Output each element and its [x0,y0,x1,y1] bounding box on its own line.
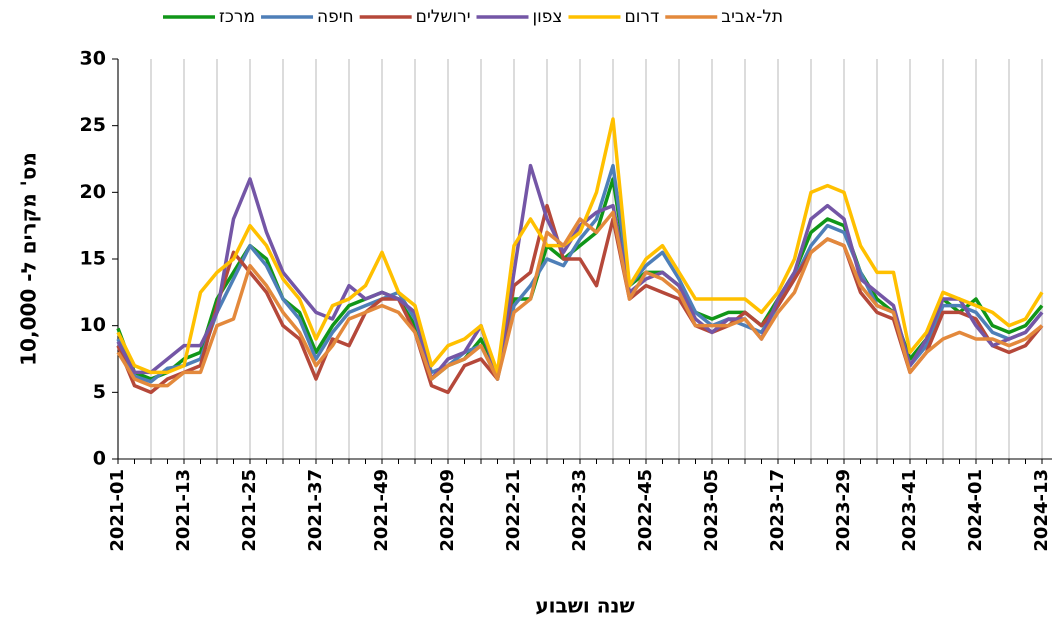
legend-label: תל-אביב [721,7,783,27]
x-tick-label: 2022-21 [503,469,524,552]
x-tick-label: 2024-01 [965,469,986,552]
x-tick-label: 2021-49 [371,469,392,552]
x-tick-label: 2021-37 [305,469,326,552]
x-tick-label: 2024-13 [1031,469,1052,552]
series-line [116,210,1044,388]
x-tick-label: 2022-45 [635,469,656,552]
series-line [116,177,1044,381]
series-line [116,203,1044,395]
y-tick-label: 20 [80,181,106,203]
legend-label: מרכז [219,7,255,27]
legend-label: דרום [624,7,659,27]
y-tick-label: 0 [93,448,106,470]
series-line [116,163,1044,381]
x-tick-label: 2021-25 [239,469,260,552]
x-tick-label: 2022-33 [569,469,590,552]
x-tick-label: 2023-29 [833,469,854,552]
x-tick-label: 2021-13 [173,469,194,552]
x-tick-label: 2023-41 [899,469,920,552]
x-tick-label: 2023-05 [701,469,722,552]
series-line [116,117,1044,375]
x-tick-label: 2022-09 [437,469,458,552]
y-tick-label: 5 [93,381,106,403]
legend-label: ירושלים [416,7,471,27]
legend-label: צפון [533,7,563,27]
y-tick-label: 10 [80,314,106,336]
y-tick-label: 25 [80,114,106,136]
y-axis-title: מס' מקרים ל- 10,000 [17,152,41,366]
x-tick-label: 2021-01 [107,469,128,552]
legend-label: חיפה [317,7,354,27]
x-axis-title: שנה ושבוע [535,594,634,618]
x-tick-label: 2023-17 [767,469,788,552]
y-tick-label: 15 [80,248,106,270]
y-tick-label: 30 [80,48,106,70]
